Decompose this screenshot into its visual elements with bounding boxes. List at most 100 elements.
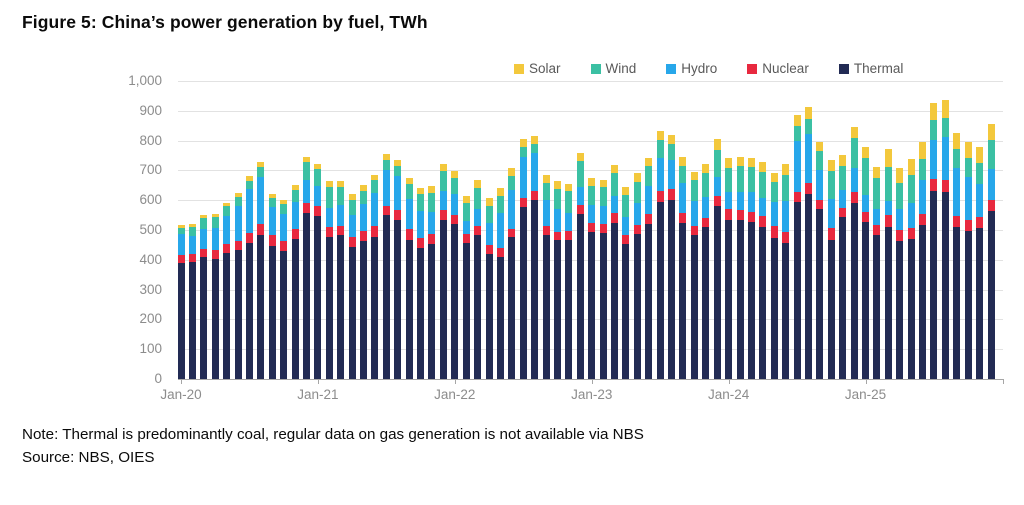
bar-segment-wind [941,118,949,138]
bar-segment-thermal [348,247,356,379]
bar-segment-nuclear [862,212,869,223]
bar-segment-wind [508,176,516,191]
bar-segment-hydro [599,205,607,225]
stacked-bar-Feb-20 [188,224,196,379]
bar-segment-hydro [964,176,972,221]
bar-segment-solar [725,157,733,168]
bar-segment-thermal [713,206,721,379]
bar-segment-nuclear [200,248,208,257]
bar-segment-wind [919,158,927,180]
bar-segment-thermal [280,250,288,379]
bar-segment-thermal [211,258,219,379]
bar-segment-wind [565,191,573,214]
bar-segment-solar [599,179,607,188]
stacked-bar-Nov-20 [291,185,299,379]
bar-segment-thermal [268,245,276,379]
bar-segment-solar [177,224,185,228]
bar-segment-wind [394,166,402,177]
bar-segment-hydro [314,186,322,207]
stacked-bar-Nov-25 [976,147,984,379]
gridline [178,110,1003,112]
bar-segment-hydro [873,208,881,225]
bar-segment-hydro [223,216,231,244]
bar-segment-wind [633,181,641,204]
bar-segment-solar [804,107,812,120]
figure-title: Figure 5: China’s power generation by fu… [22,12,428,32]
bar-segment-nuclear [633,225,641,235]
stacked-bar-May-21 [360,185,368,379]
bar-segment-solar [428,186,436,193]
bar-segment-wind [850,137,858,168]
bar-segment-hydro [816,169,824,201]
bar-segment-wind [496,196,504,214]
bar-segment-wind [553,189,561,210]
bar-segment-thermal [656,201,664,379]
bar-segment-hydro [280,214,288,242]
stacked-bar-Jun-25 [919,142,927,379]
bar-segment-wind [839,166,847,190]
stacked-bar-Nov-23 [702,164,710,379]
bar-segment-thermal [257,234,265,379]
bar-segment-solar [451,171,459,178]
bar-segment-wind [599,187,607,206]
bar-segment-wind [474,187,482,209]
bar-segment-nuclear [827,227,835,240]
bar-segment-solar [588,178,596,187]
bar-segment-nuclear [519,197,527,207]
bar-segment-thermal [188,262,196,379]
bar-segment-wind [257,166,265,177]
bar-segment-thermal [850,203,858,379]
bar-segment-thermal [417,248,425,379]
bar-segment-hydro [702,197,710,218]
bar-segment-thermal [394,220,402,379]
gridline [178,170,1003,172]
bar-segment-hydro [987,168,995,200]
bar-segment-thermal [599,233,607,379]
bar-segment-hydro [485,223,493,245]
x-axis-label: Jan-25 [844,387,887,402]
bar-segment-solar [200,214,208,219]
bar-segment-solar [519,138,527,148]
bar-segment-hydro [474,208,482,226]
bar-segment-nuclear [405,229,413,240]
bar-segment-wind [371,180,379,194]
stacked-bar-Feb-23 [599,179,607,379]
stacked-bar-Jan-22 [451,171,459,379]
bar-segment-solar [793,114,801,126]
bar-segment-thermal [325,236,333,379]
bar-segment-solar [930,102,938,121]
bar-segment-solar [645,158,653,167]
bar-segment-nuclear [451,214,459,225]
stacked-bar-Oct-24 [827,160,835,379]
bar-segment-solar [770,172,778,182]
bar-segment-solar [782,164,790,175]
bar-segment-wind [759,171,767,198]
bar-segment-nuclear [531,190,539,201]
x-axis-line [178,379,1004,380]
bar-segment-hydro [793,140,801,192]
bar-segment-solar [485,198,493,206]
bar-segment-hydro [302,180,310,203]
bar-segment-thermal [941,191,949,379]
bar-segment-thermal [953,227,961,379]
bar-segment-nuclear [816,200,824,210]
bar-segment-thermal [679,223,687,379]
bar-segment-nuclear [474,225,482,235]
bar-segment-nuclear [268,235,276,246]
bar-segment-wind [188,226,196,236]
bar-segment-wind [451,177,459,195]
x-axis-label: Jan-23 [571,387,613,402]
bar-segment-nuclear [428,234,436,245]
bar-segment-thermal [782,242,790,379]
y-axis: 0 100 200 300 400 500 600 700 800 900 1,000 [86,73,162,386]
bar-segment-solar [302,157,310,163]
bar-segment-hydro [736,191,744,210]
bar-segment-hydro [896,209,904,231]
bar-segment-thermal [793,202,801,379]
bar-segment-hydro [919,179,927,214]
bar-segment-nuclear [188,254,196,263]
bar-segment-wind [360,190,368,205]
bar-segment-thermal [930,190,938,379]
bar-segment-thermal [245,242,253,379]
bar-segment-wind [884,167,892,202]
